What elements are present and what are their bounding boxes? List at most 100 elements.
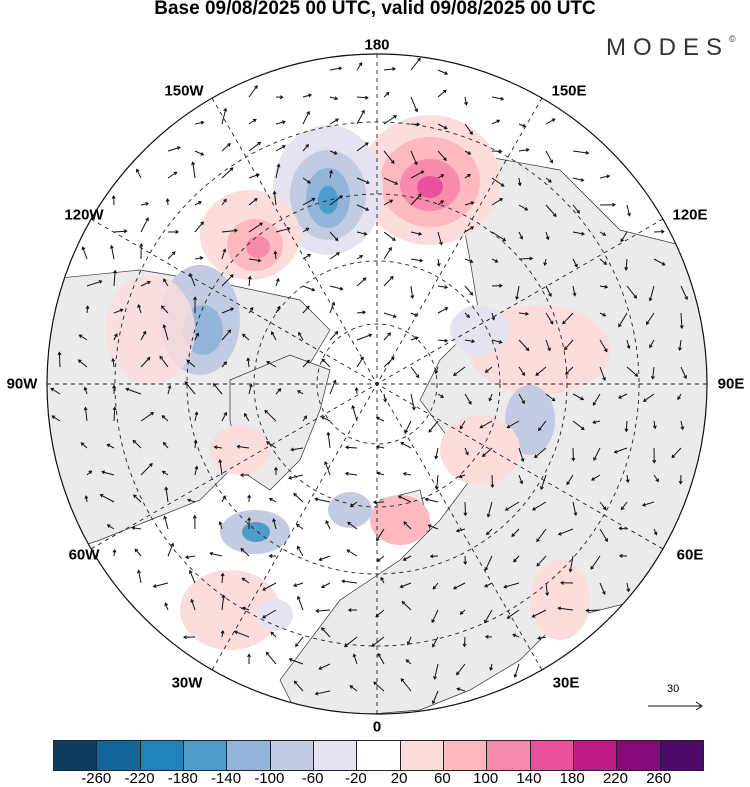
wind-arrow <box>458 474 466 479</box>
wind-arrow <box>489 663 494 671</box>
wind-arrow <box>329 301 336 314</box>
wind-arrow <box>437 150 447 162</box>
colorbar-label: -60 <box>301 770 324 787</box>
wind-arrow <box>383 150 395 164</box>
wind-arrow <box>545 582 550 597</box>
wind-arrow <box>264 409 277 422</box>
wind-arrow <box>239 473 250 478</box>
wind-arrow <box>221 307 235 314</box>
wind-arrow <box>320 582 331 589</box>
wind-arrow <box>518 123 527 128</box>
wind-arrow <box>106 443 115 449</box>
wind-arrow <box>592 393 601 406</box>
wind-arrow <box>191 161 196 179</box>
wind-arrow <box>680 420 685 431</box>
wind-arrow <box>140 356 151 368</box>
wind-arrow <box>491 231 507 242</box>
wind-arrow <box>265 651 277 665</box>
wind-arrow <box>680 366 687 380</box>
wind-arrow <box>329 96 339 101</box>
wind-arrow <box>162 324 169 341</box>
wind-arrow <box>626 366 639 377</box>
wind-arrow <box>188 569 196 584</box>
wind-arrow <box>80 442 88 449</box>
wind-arrow <box>624 258 629 271</box>
wind-arrow <box>193 296 198 314</box>
wind-arrow <box>373 681 385 692</box>
wind-arrow <box>113 269 117 287</box>
wind-arrow <box>518 231 524 240</box>
wind-arrow <box>356 310 367 315</box>
colorbar-swatch <box>227 741 271 770</box>
wind-arrow <box>402 472 412 476</box>
colorbar-swatch <box>270 741 314 770</box>
wind-arrow <box>262 582 277 591</box>
wind-arrow <box>194 411 199 422</box>
wind-arrow <box>560 580 574 585</box>
wind-arrow <box>167 146 181 152</box>
wind-arrow <box>137 569 142 584</box>
wind-arrow <box>677 393 682 401</box>
wind-arrow <box>272 190 277 206</box>
wind-arrow <box>241 606 250 611</box>
wind-arrow <box>383 231 396 241</box>
wind-arrow <box>599 202 616 207</box>
wind-arrow <box>410 170 425 179</box>
wind-arrow <box>401 600 412 611</box>
wind-arrow <box>653 258 666 266</box>
wind-arrow <box>462 636 467 648</box>
wind-arrow <box>356 95 369 100</box>
wind-arrow <box>536 528 547 543</box>
wind-arrow <box>565 366 574 375</box>
wind-arrow <box>315 608 331 613</box>
wind-arrow <box>246 357 251 368</box>
wind-arrow <box>356 142 369 152</box>
wind-arrow <box>545 285 552 297</box>
wind-arrow <box>140 217 149 233</box>
wind-arrow <box>346 549 358 557</box>
wind-arrow <box>184 555 196 560</box>
wind-arrow <box>491 283 503 288</box>
wind-arrow <box>431 690 439 705</box>
wind-arrow <box>437 285 449 290</box>
wind-arrow <box>167 384 172 395</box>
wind-arrow <box>302 110 310 125</box>
wind-arrow <box>99 494 115 503</box>
colorbar-swatch <box>573 741 618 770</box>
wind-arrow <box>646 312 655 326</box>
wind-arrow <box>491 198 504 206</box>
wind-arrow <box>491 96 505 101</box>
colorbar-swatch <box>54 741 98 770</box>
wind-arrow <box>410 312 419 317</box>
wind-arrow <box>518 311 529 316</box>
wind-arrow <box>377 652 385 665</box>
wind-arrow <box>650 366 655 380</box>
wind-arrow <box>506 420 520 429</box>
wind-arrow <box>296 595 304 611</box>
wind-arrow <box>302 143 309 152</box>
colorbar-swatch <box>617 741 661 770</box>
wind-arrow <box>341 579 358 584</box>
wind-arrow <box>463 501 468 517</box>
wind-arrow <box>512 633 520 638</box>
wind-arrow <box>410 366 420 379</box>
colorbar-label: -20 <box>345 770 367 787</box>
wind-arrow <box>140 411 155 422</box>
wind-arrow <box>324 460 331 476</box>
wind-arrow <box>383 199 394 206</box>
wind-arrow <box>194 332 200 341</box>
wind-arrow <box>484 366 493 373</box>
wind-arrow <box>314 497 331 503</box>
label-90e: 90E <box>717 375 745 393</box>
wind-arrow <box>618 312 628 328</box>
wind-arrow <box>518 393 525 405</box>
wind-arrow <box>112 384 117 395</box>
wind-arrow <box>599 312 607 317</box>
wind-arrow <box>247 494 252 503</box>
wind-arrow <box>233 630 250 638</box>
wind-arrow <box>320 416 331 422</box>
wind-arrow <box>383 356 395 368</box>
wind-arrow <box>288 658 304 665</box>
wind-arrow <box>356 255 364 260</box>
wind-arrow <box>540 474 547 491</box>
